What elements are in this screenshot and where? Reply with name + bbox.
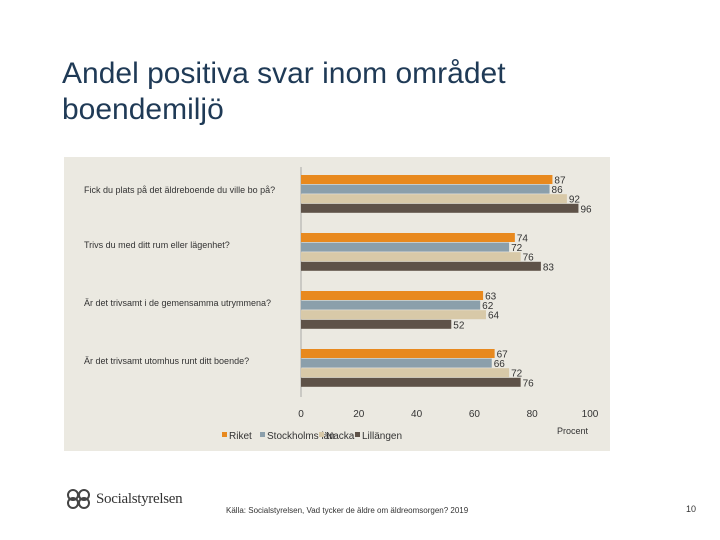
bar-value-label: 74 (517, 234, 529, 245)
bar-value-label: 76 (523, 253, 535, 264)
bar-2-riket (301, 233, 515, 242)
bar-value-label: 52 (453, 320, 465, 331)
bar-3-lillängen (301, 319, 452, 329)
bar-4-riket (301, 349, 495, 358)
x-axis-title: Procent (557, 426, 589, 436)
legend-swatch (260, 432, 265, 437)
bar-value-label: 66 (494, 359, 506, 370)
bar-1-stockholms-län (301, 184, 550, 194)
legend-swatch (319, 432, 324, 437)
bar-value-label: 62 (482, 301, 494, 312)
socialstyrelsen-logo-icon (67, 489, 90, 509)
bar-value-label: 72 (511, 369, 523, 380)
bar-2-nacka (301, 252, 521, 262)
bar-4-stockholms-län (301, 358, 492, 368)
legend-label: Lillängen (362, 431, 402, 442)
footer-logo: Socialstyrelsen (66, 488, 183, 510)
question-label-2: Trivs du med ditt rum eller lägenhet? (84, 240, 230, 250)
bar-value-label: 72 (511, 243, 523, 254)
question-label-4: Är det trivsamt utomhus runt ditt boende… (84, 356, 250, 366)
slide-title: Andel positiva svar inom området boendem… (62, 57, 506, 126)
bar-1-lillängen (301, 203, 579, 213)
bar-value-label: 67 (497, 350, 509, 361)
x-tick-label: 0 (298, 409, 304, 420)
bar-3-nacka (301, 310, 486, 320)
bar-value-label: 64 (488, 311, 500, 322)
page-number: 10 (686, 504, 697, 514)
bar-value-label: 63 (485, 292, 497, 303)
bar-2-lillängen (301, 261, 541, 271)
bar-value-label: 92 (569, 195, 581, 206)
bar-value-label: 96 (580, 204, 592, 215)
question-label-3: Är det trivsamt i de gemensamma utrymmen… (84, 298, 272, 308)
bar-4-nacka (301, 368, 510, 378)
bar-3-stockholms-län (301, 300, 481, 310)
bar-1-riket (301, 175, 553, 184)
bar-4-lillängen (301, 377, 521, 387)
chart-panel: Fick du plats på det äldreboende du vill… (64, 157, 610, 451)
x-tick-label: 60 (469, 409, 481, 420)
legend-label: Stockholms län (267, 431, 335, 442)
source-note: Källa: Socialstyrelsen, Vad tycker de äl… (226, 506, 469, 515)
bar-value-label: 83 (543, 262, 555, 273)
logo-wordmark: Socialstyrelsen (96, 490, 183, 507)
bar-value-label: 87 (554, 176, 566, 187)
x-tick-label: 80 (527, 409, 539, 420)
x-tick-label: 40 (411, 409, 423, 420)
bar-value-label: 86 (552, 185, 564, 196)
legend-swatch (355, 432, 360, 437)
legend-swatch (222, 432, 227, 437)
bar-value-label: 76 (523, 378, 535, 389)
question-label-1: Fick du plats på det äldreboende du vill… (84, 185, 276, 195)
legend-label: Nacka (326, 431, 355, 442)
x-tick-label: 100 (582, 409, 599, 420)
bar-2-stockholms-län (301, 242, 510, 252)
legend-label: Riket (229, 431, 252, 442)
bar-1-nacka (301, 194, 567, 204)
x-tick-label: 20 (353, 409, 365, 420)
bar-3-riket (301, 291, 484, 300)
